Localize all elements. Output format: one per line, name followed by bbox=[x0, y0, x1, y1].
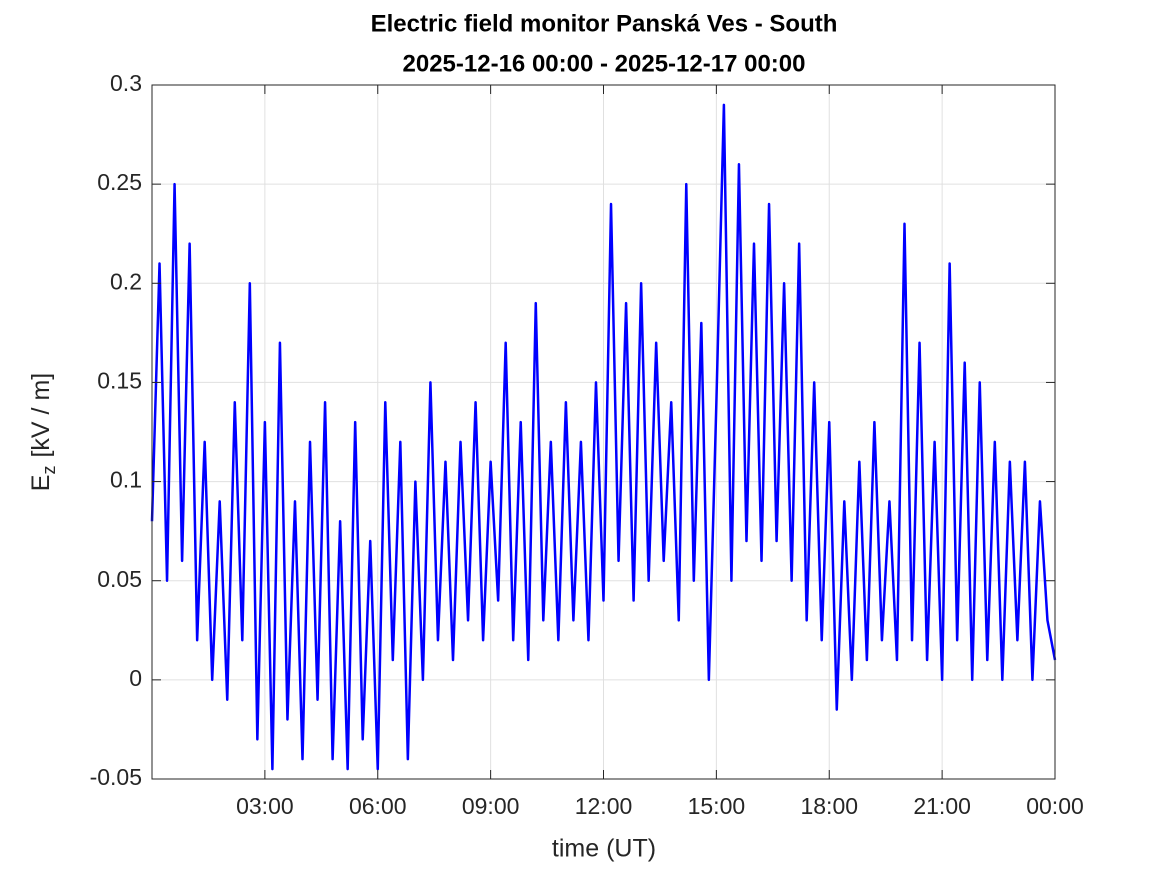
axes: -0.05 0 0.05 0.1 0.15 0.2 0.25 0.3 03:00 06:00 09:… bbox=[90, 70, 1084, 819]
y-label-sub: z bbox=[39, 466, 59, 475]
chart-subtitle: 2025-12-16 00:00 - 2025-12-17 00:00 bbox=[403, 50, 806, 77]
y-tick-label: 0.2 bbox=[110, 268, 142, 294]
y-label-main: E bbox=[27, 475, 55, 492]
x-tick-label: 06:00 bbox=[349, 793, 407, 819]
x-tick-label: 12:00 bbox=[575, 793, 633, 819]
x-tick-label: 21:00 bbox=[913, 793, 971, 819]
y-tick-label: 0.05 bbox=[97, 566, 142, 592]
y-tick-label: 0.3 bbox=[110, 70, 142, 96]
x-tick-label: 00:00 bbox=[1026, 793, 1084, 819]
y-label-unit: [kV / m] bbox=[27, 373, 55, 458]
y-axis-label: Ez [kV / m] bbox=[27, 373, 59, 491]
x-tick-label: 15:00 bbox=[688, 793, 746, 819]
y-tick-label: 0.25 bbox=[97, 169, 142, 195]
x-tick-label: 03:00 bbox=[236, 793, 294, 819]
data-line bbox=[150, 103, 1057, 771]
y-tick-label: 0.15 bbox=[97, 368, 142, 394]
chart-title: Electric field monitor Panská Ves - Sout… bbox=[371, 10, 838, 37]
y-tick-label: 0.1 bbox=[110, 467, 142, 493]
x-tick-label: 18:00 bbox=[800, 793, 858, 819]
x-axis-label: time (UT) bbox=[552, 835, 656, 863]
plot-data bbox=[150, 103, 1057, 771]
y-tick-label: 0 bbox=[129, 665, 142, 691]
y-tick-label: -0.05 bbox=[90, 764, 142, 790]
plot-frame bbox=[151, 84, 1056, 780]
x-tick-label: 09:00 bbox=[462, 793, 520, 819]
